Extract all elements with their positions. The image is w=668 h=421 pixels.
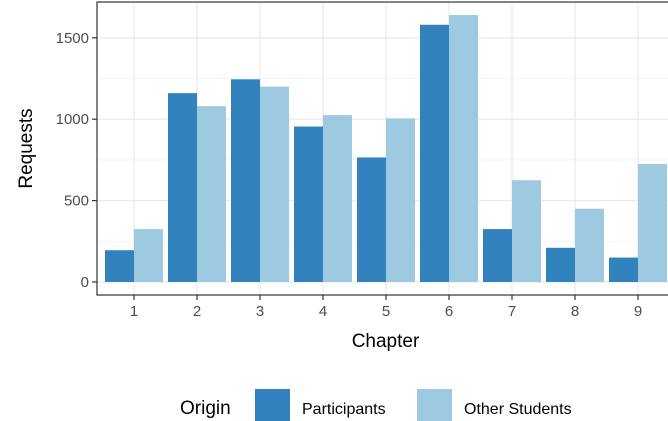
legend-title: Origin	[180, 398, 231, 419]
y-tick-label: 0	[81, 274, 89, 291]
bar-other-students-7	[512, 180, 541, 282]
x-tick-label: 2	[193, 303, 201, 320]
x-tick-label: 9	[634, 303, 642, 320]
y-tick-label: 500	[64, 193, 89, 210]
y-tick-label: 1500	[56, 30, 89, 47]
legend-label-other-students: Other Students	[464, 401, 572, 418]
bar-other-students-3	[260, 86, 289, 282]
legend-key-participants	[255, 389, 290, 421]
x-tick-label: 1	[130, 303, 138, 320]
bar-other-students-5	[386, 118, 415, 282]
bar-participants-1	[105, 250, 134, 282]
bar-other-students-2	[197, 106, 226, 282]
bar-participants-8	[546, 247, 575, 282]
x-tick-label: 5	[382, 303, 390, 320]
x-tick-label: 8	[571, 303, 579, 320]
bar-other-students-6	[449, 15, 478, 282]
x-tick-label: 4	[319, 303, 327, 320]
axes: 0 500 1000 1500 1 2 3 4 5 6 7 8 9	[56, 30, 643, 320]
bar-participants-5	[357, 157, 386, 282]
x-tick-label: 3	[256, 303, 264, 320]
bar-participants-3	[231, 79, 260, 282]
bar-participants-2	[168, 93, 197, 282]
bar-other-students-1	[134, 229, 163, 282]
bar-participants-6	[420, 24, 449, 282]
bars	[105, 15, 667, 282]
x-tick-label: 7	[508, 303, 516, 320]
y-axis-title: Requests	[16, 108, 37, 188]
legend-key-other-students	[417, 389, 452, 421]
x-tick-label: 6	[445, 303, 453, 320]
bar-participants-9	[609, 257, 638, 282]
bar-other-students-4	[323, 115, 352, 282]
x-axis-title: Chapter	[352, 331, 420, 352]
bar-participants-7	[483, 229, 512, 282]
legend: Origin Participants Other Students	[180, 389, 572, 421]
panel-border	[96, 1, 668, 296]
bar-other-students-8	[575, 208, 604, 282]
bar-participants-4	[294, 126, 323, 282]
legend-label-participants: Participants	[302, 401, 386, 418]
bar-other-students-9	[638, 163, 667, 282]
y-tick-label: 1000	[56, 111, 89, 128]
